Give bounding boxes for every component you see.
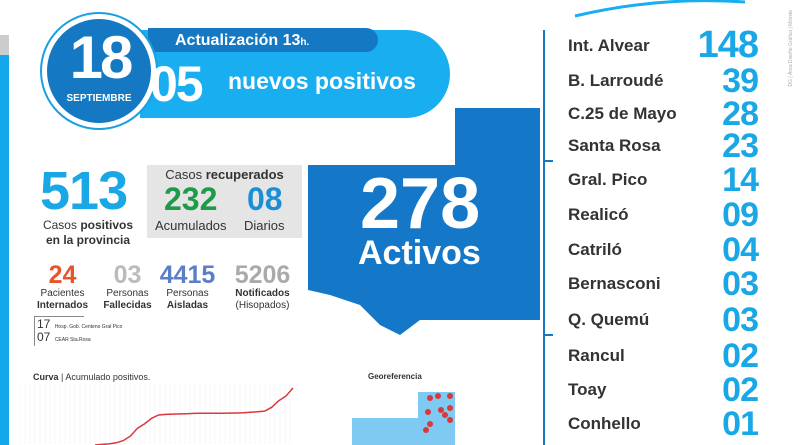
locality-name: Bernasconi	[568, 274, 661, 293]
decor-arc	[574, 0, 746, 18]
new-label: nuevos positivos	[228, 68, 416, 94]
locality-count: 03	[722, 301, 759, 339]
update-text: Actualización 13	[175, 32, 301, 49]
stat-value: 4415	[159, 261, 216, 289]
locality-count: 02	[722, 371, 759, 409]
stat-line1: Pacientes	[40, 288, 85, 299]
locality-row: Realicó 09	[568, 196, 759, 234]
date-day: 18	[69, 24, 134, 91]
credit: DG | Área Diseño Gráfico | Ministe	[788, 10, 794, 87]
locality-name: Santa Rosa	[568, 136, 661, 155]
hospital-item: 07 CEAR Sta.Rosa	[37, 331, 91, 346]
hospital-bracket	[34, 316, 84, 346]
label-part: Casos	[165, 167, 206, 182]
update-banner	[148, 28, 378, 52]
stat-0: 24 Pacientes Internados	[30, 262, 95, 312]
curve-chart	[20, 385, 294, 445]
label-part: Curva	[33, 372, 59, 382]
positive-total: 513	[40, 161, 128, 221]
locality-row: B. Larroudé 39	[568, 62, 759, 100]
stat-line2: Internados	[36, 300, 89, 311]
hospital-count: 17	[37, 317, 51, 331]
stat-line1: Notificados	[235, 288, 290, 299]
update-time: Actualización 13h.	[175, 32, 309, 52]
locality-count: 39	[722, 62, 759, 100]
list-divider	[543, 30, 545, 445]
locality-name: C.25 de Mayo	[568, 104, 677, 123]
stat-3: 5206 Notificados (Hisopados)	[225, 262, 300, 312]
label-part: en la provincia	[45, 233, 131, 247]
locality-count: 14	[722, 161, 759, 199]
active-label: Activos	[358, 234, 481, 272]
locality-row: Gral. Pico 14	[568, 161, 759, 199]
locality-name: Q. Quemú	[568, 310, 650, 329]
locality-count: 28	[722, 95, 759, 133]
date-month: SEPTIEMBRE	[66, 93, 132, 104]
recovered-daily: 08	[247, 181, 283, 217]
date-circle-inner	[47, 19, 151, 123]
geo-map	[352, 392, 455, 445]
locality-row: Catriló 04	[568, 231, 759, 269]
locality-row: C.25 de Mayo 28	[568, 95, 759, 133]
locality-count: 01	[722, 405, 759, 443]
province-shape	[308, 108, 540, 335]
locality-name: Catriló	[568, 240, 622, 259]
recovered-acc: 232	[164, 181, 218, 217]
locality-name: Gral. Pico	[568, 170, 648, 189]
locality-row: Bernasconi 03	[568, 265, 759, 303]
locality-row: Toay 02	[568, 371, 759, 409]
list-tick	[543, 334, 553, 336]
hospital-name: CEAR Sta.Rosa	[54, 337, 91, 343]
hospital-count: 07	[37, 330, 51, 344]
locality-count: 09	[722, 196, 759, 234]
decor-bar	[0, 55, 9, 445]
positive-label: Casos positivos en la provincia	[38, 218, 138, 248]
locality-name: Conhello	[568, 414, 641, 433]
locality-row: Conhello 01	[568, 405, 759, 443]
locality-row: Q. Quemú 03	[568, 301, 759, 339]
hospital-item: 17 Hosp. Gob. Centeno Gral Pico	[37, 318, 122, 333]
label-part: positivos	[80, 218, 134, 232]
locality-row: Santa Rosa 23	[568, 127, 759, 165]
stat-value: 24	[48, 261, 77, 289]
label-part: Casos	[42, 218, 81, 232]
curve-title: Curva | Acumulado positivos.	[33, 372, 150, 383]
stat-1: 03 Personas Fallecidas	[95, 262, 160, 312]
geo-title: Georeferencia	[368, 372, 422, 381]
new-count: 05	[150, 56, 204, 112]
recovered-acc-label: Acumulados	[155, 218, 227, 233]
stat-line2: Fallecidas	[103, 300, 152, 311]
recovered-daily-label: Diarios	[244, 218, 285, 233]
province-map	[308, 108, 540, 335]
stat-line2: (Hisopados)	[235, 300, 290, 311]
stat-2: 4415 Personas Aisladas	[155, 262, 220, 312]
hospital-name: Hosp. Gob. Centeno Gral Pico	[54, 324, 123, 330]
locality-name: Realicó	[568, 205, 629, 224]
update-suffix: h.	[300, 37, 310, 48]
stat-line1: Personas	[106, 288, 149, 299]
stat-line2: Aisladas	[166, 300, 209, 311]
recovered-box: Casos recuperados 232 08 Acumulados Diar…	[147, 165, 302, 238]
curve-line	[94, 387, 294, 445]
locality-count: 04	[722, 231, 759, 269]
label-part: recuperados	[205, 167, 284, 182]
locality-row: Int. Alvear 148	[568, 24, 759, 66]
locality-name: Int. Alvear	[568, 36, 650, 55]
locality-row: Rancul 02	[568, 337, 759, 375]
locality-count: 148	[697, 24, 759, 66]
locality-name: Toay	[568, 380, 607, 399]
stat-value: 03	[113, 261, 142, 289]
stat-line1: Personas	[166, 288, 209, 299]
label-part: | Acumulado positivos.	[58, 372, 151, 382]
locality-count: 03	[722, 265, 759, 303]
decor-bar	[0, 35, 9, 65]
locality-count: 23	[722, 127, 759, 165]
locality-name: B. Larroudé	[568, 71, 664, 90]
locality-name: Rancul	[568, 346, 625, 365]
active-count: 278	[360, 164, 481, 244]
stat-value: 5206	[234, 261, 291, 289]
list-tick	[543, 160, 553, 162]
locality-count: 02	[722, 337, 759, 375]
